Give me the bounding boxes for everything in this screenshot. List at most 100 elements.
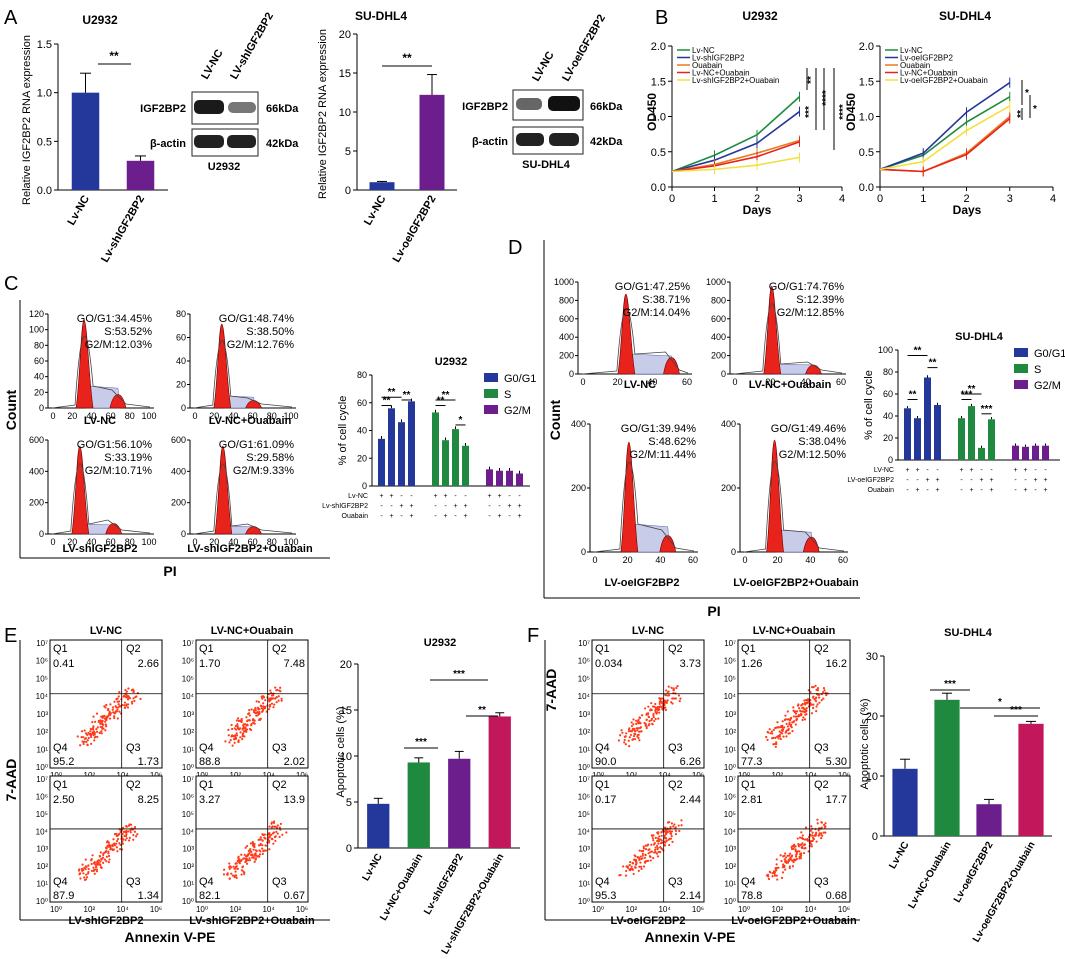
- chartD-row-label-2: Ouabain: [868, 487, 895, 494]
- panel-c-histograms-2-ytick-label-3: 600: [29, 435, 44, 445]
- panel-d-histograms-2-stat-1: S:48.62%: [648, 436, 696, 448]
- chart-f-ylabel: Apoptotic cells (%): [859, 698, 871, 789]
- panel-f-flow-plots-2-dot-151: [660, 839, 663, 842]
- panel-e-flow-plots-1-dot-28: [240, 720, 243, 724]
- panel-e-flow-plots-3-dot-135: [240, 853, 243, 856]
- panel-e-flow-plots-3-dot-111: [235, 876, 238, 879]
- panel-e-flow-plots-2-q3-name: Q3: [126, 876, 141, 888]
- panel-e-flow-plots-2-ytick-6: 10¹: [36, 880, 48, 889]
- chartD-row-sign-2-0-2: -: [926, 487, 929, 494]
- panel-e-flow-plots-0-dot-119: [95, 728, 98, 731]
- panel-e-flow-plots-0-dot-56: [99, 725, 102, 729]
- panel-d-histograms-2-outline: [593, 461, 695, 553]
- panel-f-flow-plots-2-q2-value: 2.44: [680, 794, 701, 806]
- panel-e-flow-plots-2-dot-35: [108, 858, 111, 861]
- chartD-row-sign-1-0-0: -: [906, 477, 909, 484]
- panel-f-flow-plots-2-dot-124: [652, 856, 655, 860]
- panel-f-flow-plots-3-dot-123: [809, 829, 813, 832]
- panel-f-flow-plots-0-dot-164: [660, 700, 663, 703]
- panel-c-histograms-3-xtick-label-4: 80: [267, 537, 277, 547]
- panel-d-histograms-2-xtick-label-1: 20: [623, 555, 633, 565]
- panel-e-flow-plots-2-dot-99: [124, 838, 127, 842]
- panel-f-flow-plots-2-dot-119: [637, 869, 640, 872]
- chartE-bar-1: [407, 762, 430, 848]
- panel-d-histograms-0-ytick-label-2: 400: [559, 332, 574, 342]
- panel-f-flow-plots-0-ytick-2: 10⁵: [578, 674, 590, 683]
- panel-f-flow-plots-1-dot-58: [811, 686, 814, 689]
- panel-f-flow-plots-3-dot-88: [776, 878, 779, 881]
- panel-e-flow-plots-2-ytick-4: 10³: [36, 845, 48, 854]
- panel-e-flow-plots-3-dot-41: [251, 841, 254, 844]
- panel-e-flow-plots-0-dot-78: [80, 736, 83, 739]
- panel-e-flow-plots-2-dot-50: [95, 870, 99, 873]
- chartD-row-sign-1-1-2: +: [979, 477, 983, 484]
- panel-f-flow-plots-2-title: LV-oeIGF2BP2: [611, 915, 686, 927]
- chartD-legend-swatch-0: [1014, 348, 1028, 357]
- panel-f-flow-plots-0-dot-80: [645, 726, 648, 730]
- panel-f-flow-plots-3-q3-name: Q3: [814, 876, 829, 888]
- panel-f-flow-plots-3-dot-110: [792, 860, 795, 864]
- chartC-row-sign-2-0-2: -: [400, 513, 403, 520]
- panel-f-flow-plots-1-dot-64: [803, 718, 807, 721]
- chartBright-series-1: [879, 81, 1011, 171]
- panel-f-flow-plots-0-dot-163: [645, 718, 648, 721]
- panel-d-histograms-0-ytick-label-4: 800: [559, 295, 574, 305]
- panel-f-flow-plots-3-dot-134: [798, 850, 801, 853]
- panel-f-flow-plots-1-dot-78: [781, 732, 784, 735]
- panel-e-flow-plots-1-dot-140: [233, 737, 236, 741]
- panel-f-flow-plots-3-dot-53: [794, 855, 798, 858]
- panel-e-flow-plots-1-dot-86: [274, 697, 277, 700]
- panel-e-flow-plots-1-dot-4: [275, 701, 278, 704]
- panel-f-flow-plots-0-dot-154: [665, 689, 668, 692]
- panel-e-flow-plots-3-dot-30: [261, 844, 264, 847]
- panel-f-flow-plots-3-dot-7: [792, 847, 795, 850]
- panel-f-flow-plots-1-dot-22: [802, 710, 805, 713]
- panel-f-flow-plots-0-dot-77: [638, 716, 641, 719]
- panel-e-flow-plots-1-dot-51: [242, 723, 245, 726]
- panel-e-flow-plots-0-dot-68: [92, 730, 95, 733]
- panel-e-flow-plots-0-dot-19: [125, 690, 128, 693]
- panel-e-flow-plots-1-dot-76: [248, 727, 252, 731]
- sig-b-right-1: *: [1025, 88, 1029, 99]
- panel-e-flow-plots-3-dot-54: [261, 852, 264, 856]
- panel-c-histograms-1-g1-peak: [213, 323, 232, 409]
- sig-b-left-3: ****: [821, 90, 832, 106]
- chartC-legend-label-0: G0/G1: [504, 373, 536, 385]
- panel-c-histograms-2-stat-2: G2/M:10.71%: [85, 465, 152, 477]
- sig-b-right-3: *: [1033, 104, 1037, 115]
- panel-f-flow-plots-0-q1-name: Q1: [595, 643, 610, 655]
- panel-f-flow-plots-2-xtick-1: 10²: [626, 905, 638, 914]
- panel-e-flow-plots-0-dot-15: [130, 700, 134, 703]
- panel-f-flow-plots-1-dot-18: [815, 709, 818, 713]
- chartBleft-ytick-label-4: 2.0: [651, 41, 666, 53]
- panel-f-flow-plots-1-dot-162: [797, 714, 801, 718]
- chartBleft-series-4: [671, 156, 800, 173]
- panel-e-flow-plots-0-q2-name: Q2: [126, 643, 141, 655]
- panel-e-flow-plots-2-dot-74: [95, 865, 98, 869]
- panel-e-flow-plots-3-dot-78: [226, 872, 229, 875]
- panel-e-flow-plots-0-ytick-5: 10²: [36, 728, 48, 737]
- panel-f-flow-plots-1-dot-79: [791, 730, 794, 733]
- panel-e-flow-plots-3-dot-88: [263, 833, 266, 836]
- panel-e-flow-plots-2-dot-88: [130, 823, 133, 826]
- panel-e-flow-plots-1-dot-131: [259, 718, 262, 721]
- panel-e-flow-plots-1-dot-120: [256, 714, 259, 717]
- panel-c-histograms-1-stat-0: GO/G1:48.74%: [219, 313, 294, 325]
- panel-d-histograms-1-ytick-label-3: 600: [711, 314, 726, 324]
- panel-e-flow-plots-1-dot-126: [236, 726, 239, 730]
- chartBleft-xtick-label-3: 3: [796, 193, 802, 205]
- sig-b-left-4: ****: [838, 104, 849, 120]
- panel-f-flow-plots-1-dot-113: [775, 726, 778, 729]
- panel-f-flow-plots-0-q2-value: 3.73: [680, 658, 701, 670]
- panel-e-flow-plots-0-dot-132: [122, 695, 125, 698]
- blot-left-lane-2: LV-shIGF2BP2: [228, 11, 276, 82]
- chartD-bar-2-1: [1022, 446, 1029, 460]
- chart-b-right: 0.0 0.5 1.0 1.5 2.0 0 1 2 3 4 Lv-NCLv-oeIGF2BP2Oua…: [859, 41, 1056, 205]
- blot-right-band-igf-1: [516, 98, 542, 110]
- panel-e-flow-plots-0-dot-94: [107, 707, 110, 711]
- panel-f-flow-plots-0-dot-29: [632, 718, 635, 721]
- panel-e-flow-plots-0-dot-109: [103, 705, 106, 708]
- panel-f-flow-plots-2-dot-78: [652, 839, 655, 842]
- panel-f-flow-plots-3-dot-111: [824, 831, 827, 834]
- chartE-bar-3: [488, 716, 511, 848]
